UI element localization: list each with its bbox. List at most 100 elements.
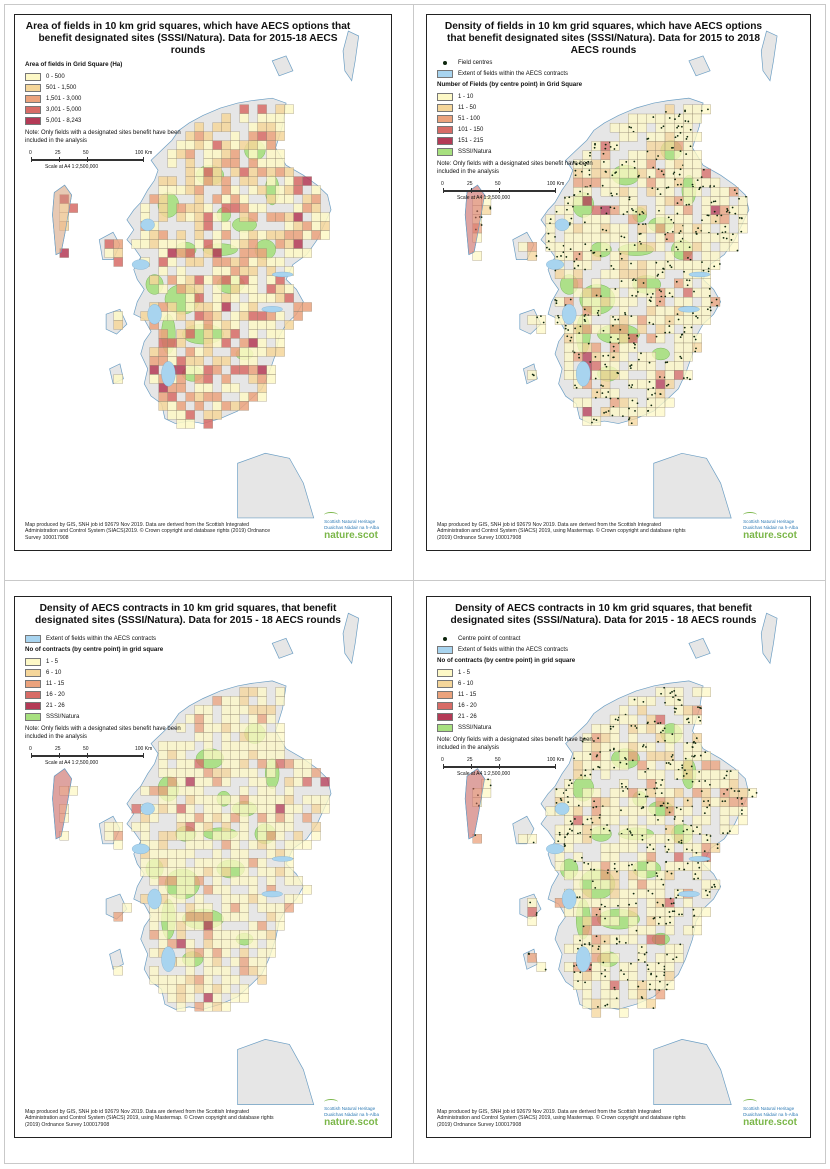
scale-text: Scale at A4 1:2,500,000 <box>45 164 99 170</box>
grid-square <box>275 750 285 760</box>
grid-square <box>230 275 240 285</box>
grid-square <box>257 185 267 195</box>
grid-square <box>674 223 684 234</box>
legend: Extent of fields within the AECS contrac… <box>25 633 195 770</box>
grid-square <box>619 269 629 279</box>
centre-point <box>667 848 670 851</box>
legend-label: 6 - 10 <box>458 680 474 687</box>
grid-square <box>738 815 748 826</box>
scale-label: 0 <box>29 746 32 752</box>
centre-point <box>637 985 640 988</box>
grid-square <box>591 351 602 362</box>
grid-square <box>230 750 240 760</box>
grid-square <box>248 329 258 339</box>
loch <box>678 890 700 898</box>
grid-square <box>600 843 611 853</box>
grid-square <box>628 834 638 844</box>
centre-point <box>685 772 688 775</box>
centre-point <box>723 777 726 780</box>
grid-square <box>149 858 159 868</box>
centre-point <box>651 187 654 190</box>
centre-point <box>578 162 581 165</box>
centre-point <box>668 325 671 327</box>
map-panel-contract-centres: Density of AECS contracts in 10 km grid … <box>426 596 811 1138</box>
grid-square <box>646 333 656 344</box>
grid-square <box>104 831 114 841</box>
centre-point <box>694 338 697 341</box>
centre-point <box>586 193 589 195</box>
grid-square <box>701 760 711 771</box>
legend-class-5: 21 - 26 <box>25 700 195 711</box>
grid-square <box>176 401 186 411</box>
grid-square <box>710 260 721 270</box>
centre-point <box>604 905 606 908</box>
centre-point <box>629 830 631 833</box>
grid-square <box>176 275 186 285</box>
grid-square <box>149 786 159 796</box>
grid-square <box>582 223 592 234</box>
centre-point <box>748 789 751 791</box>
scale-label: 0 <box>29 150 32 156</box>
grid-square <box>212 876 222 886</box>
centre-point <box>677 698 680 701</box>
grid-square <box>266 122 276 132</box>
scale-label: 50 <box>495 757 501 763</box>
centre-point <box>673 818 676 820</box>
centre-point <box>741 802 743 805</box>
grid-square <box>573 351 583 362</box>
grid-square <box>619 132 629 142</box>
grid-square <box>230 320 240 330</box>
centre-point <box>686 862 689 865</box>
centre-point <box>714 200 717 203</box>
centre-point <box>566 208 568 211</box>
grid-square <box>167 786 177 796</box>
centre-point <box>646 861 649 864</box>
grid-square <box>167 894 177 904</box>
centre-point <box>685 848 688 851</box>
centre-point <box>725 774 728 777</box>
grid-square <box>655 177 666 188</box>
centre-point <box>755 791 758 794</box>
grid-square <box>158 239 168 249</box>
grid-square <box>664 196 675 206</box>
centre-point <box>568 784 570 787</box>
centre-point <box>586 818 589 821</box>
centre-point <box>702 185 704 188</box>
grid-square <box>664 980 675 991</box>
grid-square <box>628 187 638 197</box>
centre-point <box>699 754 702 757</box>
grid-square <box>609 187 620 197</box>
centre-point <box>579 971 582 974</box>
centre-point <box>584 313 587 316</box>
centre-point <box>665 762 668 764</box>
centre-point <box>685 138 688 140</box>
centre-point <box>604 170 607 173</box>
grid-square <box>266 149 276 159</box>
grid-square <box>628 315 638 325</box>
grid-square <box>275 338 285 348</box>
grid-square <box>637 361 647 371</box>
grid-square <box>628 815 638 826</box>
legend-swatch <box>25 634 41 643</box>
grid-square <box>284 248 294 258</box>
map-layer <box>464 612 778 1106</box>
map-panel-fields: Density of fields in 10 km grid squares,… <box>426 14 811 551</box>
centre-point <box>599 814 601 816</box>
centre-point <box>680 125 683 128</box>
grid-square <box>257 131 267 141</box>
grid-square <box>683 797 693 807</box>
legend-label: 151 - 215 <box>458 137 484 144</box>
grid-square <box>212 167 222 177</box>
loch <box>561 888 577 910</box>
grid-square <box>284 284 294 294</box>
grid-square <box>248 885 258 895</box>
grid-square <box>248 930 258 940</box>
grid-square <box>212 831 222 841</box>
centre-point <box>556 255 559 258</box>
grid-square <box>664 324 675 334</box>
centre-point <box>693 755 695 758</box>
grid-square <box>719 242 730 252</box>
centre-point <box>555 210 558 213</box>
grid-square <box>320 221 330 231</box>
grid-square <box>637 260 647 270</box>
